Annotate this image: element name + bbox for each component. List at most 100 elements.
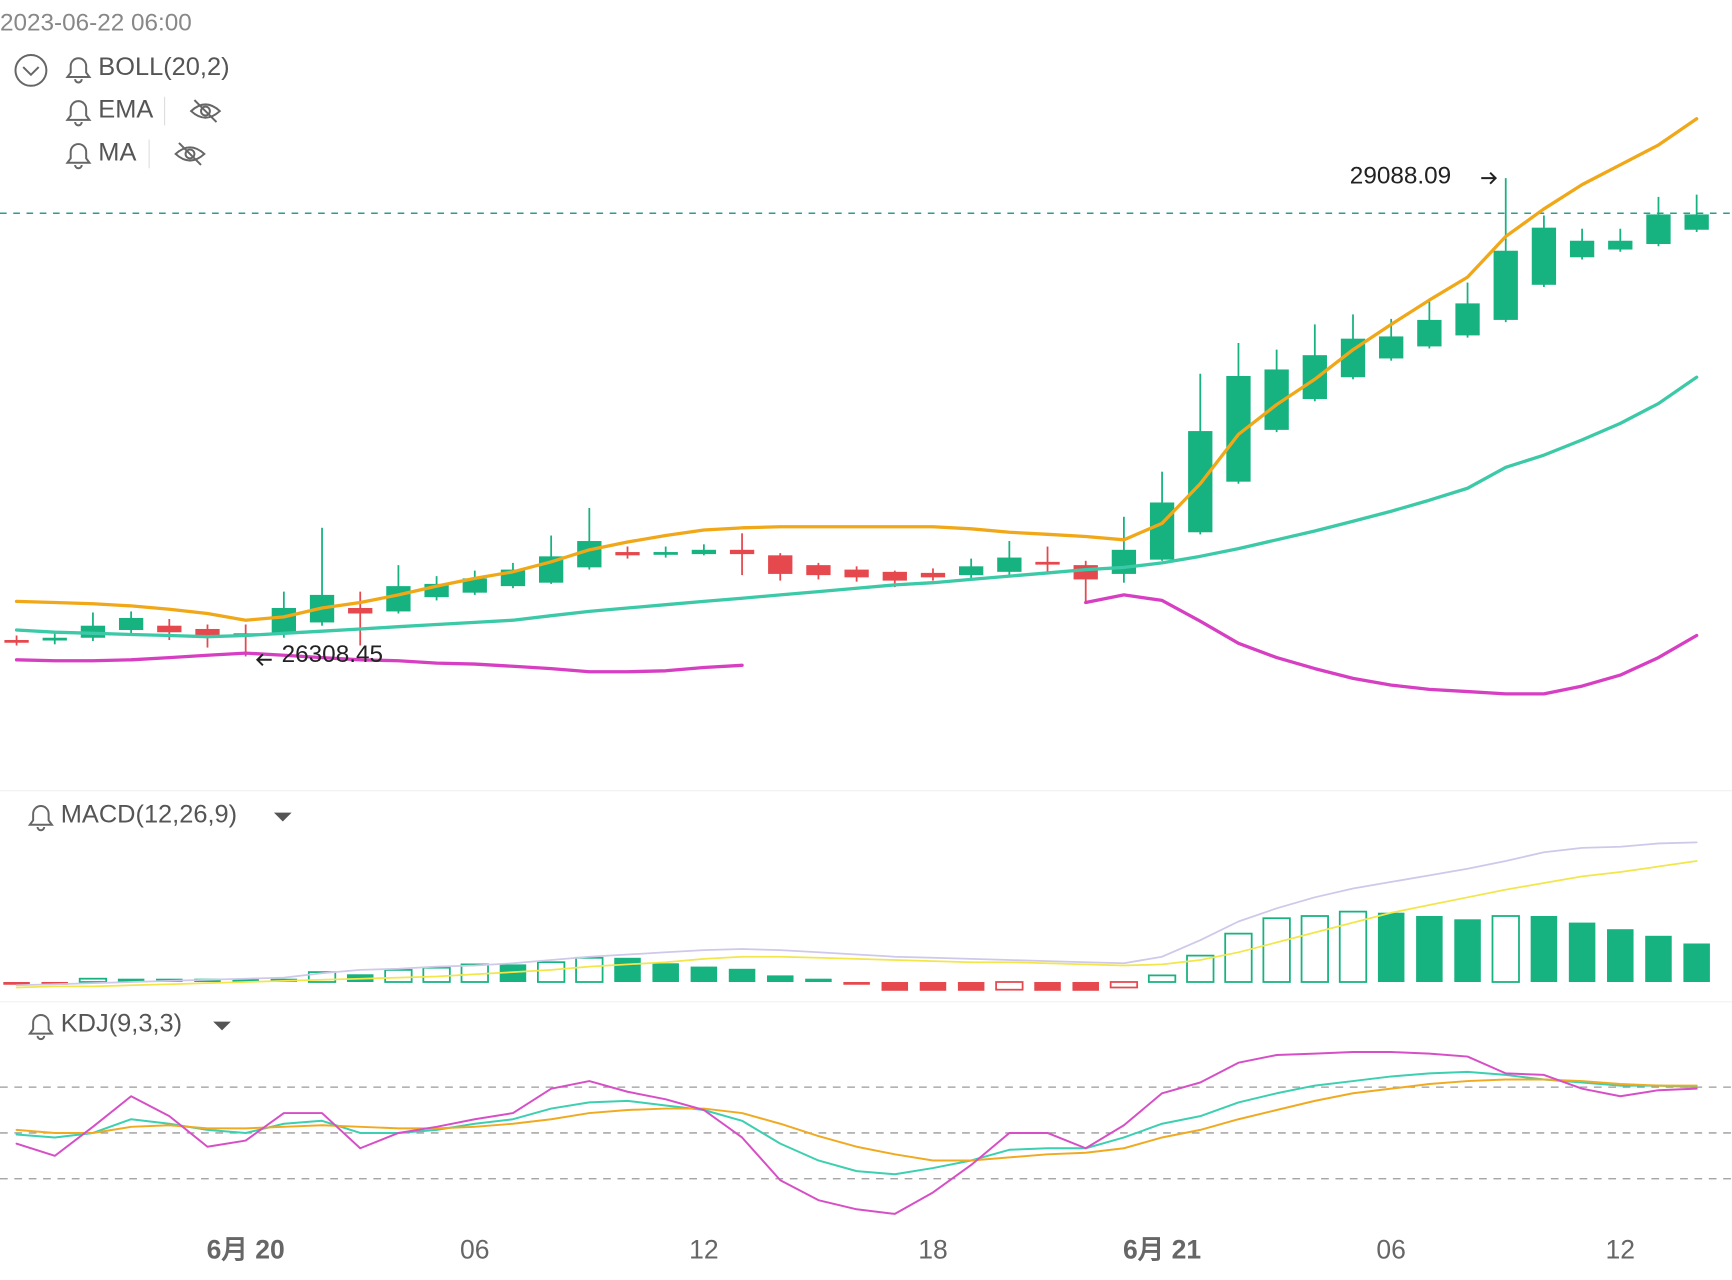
candle-body [1531,227,1557,285]
candle-body [653,552,678,555]
alert-icon[interactable] [65,143,92,170]
dropdown-arrow[interactable] [273,812,292,822]
macd-bar [805,978,832,982]
macd-bar [881,981,909,991]
candle-body [1455,303,1480,336]
macd-bar [766,975,794,982]
candle-body [157,625,182,633]
macd-bar [1224,932,1253,983]
candle-body [1608,240,1633,250]
plot-area: 6月 20 06 12 18 6月 21 06 12 [0,117,1732,1264]
collapse-button[interactable] [14,53,48,87]
macd-bar [1109,981,1139,989]
macd-bar [422,966,451,983]
dropdown-arrow[interactable] [213,1021,231,1031]
candle-body [920,572,946,578]
x-tick-label: 12 [689,1234,718,1264]
kdj-line [15,1070,1698,1176]
candle-body [1111,549,1137,574]
macd-bar [1454,919,1481,982]
macd-bar [1262,917,1291,983]
candle-body [462,578,487,593]
candle-body [1569,240,1595,258]
macd-bar [1072,981,1099,991]
kdj-line [15,1051,1698,1215]
candle-body [997,557,1022,572]
panel-title: MACD(12,26,9) [61,801,237,829]
x-tick-label: 6月 20 [207,1234,285,1264]
macd-bar [1607,929,1634,982]
macd-bar [1416,916,1443,982]
panel-title: KDJ(9,3,3) [61,1010,182,1038]
macd-bar [614,957,641,982]
candle-body [386,586,411,612]
boll-line [14,375,1699,639]
annotation-arrow [1481,171,1498,185]
macd-bar [117,978,145,982]
candle-body [1493,250,1518,320]
candle-body [1379,336,1404,359]
candle-body [118,617,144,631]
candle-body [1302,355,1327,400]
alert-icon[interactable] [27,1014,54,1041]
macd-bar [384,969,413,983]
macd-bar [652,963,679,982]
macd-bar [575,956,604,983]
alert-icon[interactable] [27,805,54,832]
x-tick-label: 06 [1376,1234,1405,1264]
candle-body [1073,565,1098,580]
macd-bar [843,981,870,985]
macd-bar [1377,912,1405,982]
macd-bar [1645,935,1672,982]
candle-body [348,607,373,614]
macd-line [15,841,1698,987]
macd-bar [919,981,947,991]
macd-bar [1683,943,1710,982]
candle-body [577,541,602,568]
candle-body [768,555,793,574]
indicator-label[interactable]: BOLL(20,2) [98,53,229,81]
macd-bar [1147,974,1177,983]
candle-body [1417,319,1442,347]
x-tick-label: 06 [460,1234,489,1264]
macd-bar [957,981,985,991]
candle-body [615,552,640,556]
macd-bar [499,964,527,982]
indicator-label[interactable]: EMA [98,96,153,124]
candle-body [195,628,220,637]
macd-bar [995,981,1024,991]
annotation-arrow [255,653,272,666]
candle-body [1684,214,1709,230]
hidden-toggle[interactable] [174,142,206,166]
macd-bar [307,971,337,983]
candle-body [806,565,831,576]
macd-bar [1530,916,1558,982]
alert-icon[interactable] [65,57,92,84]
candle-body [271,607,297,634]
candle-body [882,571,907,581]
candle-body [729,549,755,555]
kdj-line [15,1078,1698,1162]
timestamp: 2023-06-22 06:00 [0,10,192,37]
hidden-toggle[interactable] [189,99,222,123]
indicator-label[interactable]: MA [98,139,136,167]
x-tick-label: 18 [918,1234,947,1264]
macd-bar [728,968,756,982]
alert-icon[interactable] [65,100,92,127]
candle-body [4,639,29,643]
macd-bar [3,981,30,985]
macd-bar [537,961,566,983]
high-annotation: 29088.09 [1350,162,1451,189]
macd-bar [78,977,108,983]
boll-line [14,117,1699,622]
macd-bar [232,978,259,982]
macd-bar [1491,915,1520,983]
macd-bar [1568,922,1596,982]
macd-bar [1300,915,1329,983]
candle-body [959,566,984,576]
macd-bar [1034,981,1061,991]
low-annotation: 26308.45 [282,641,383,668]
boll-line [14,593,1699,696]
